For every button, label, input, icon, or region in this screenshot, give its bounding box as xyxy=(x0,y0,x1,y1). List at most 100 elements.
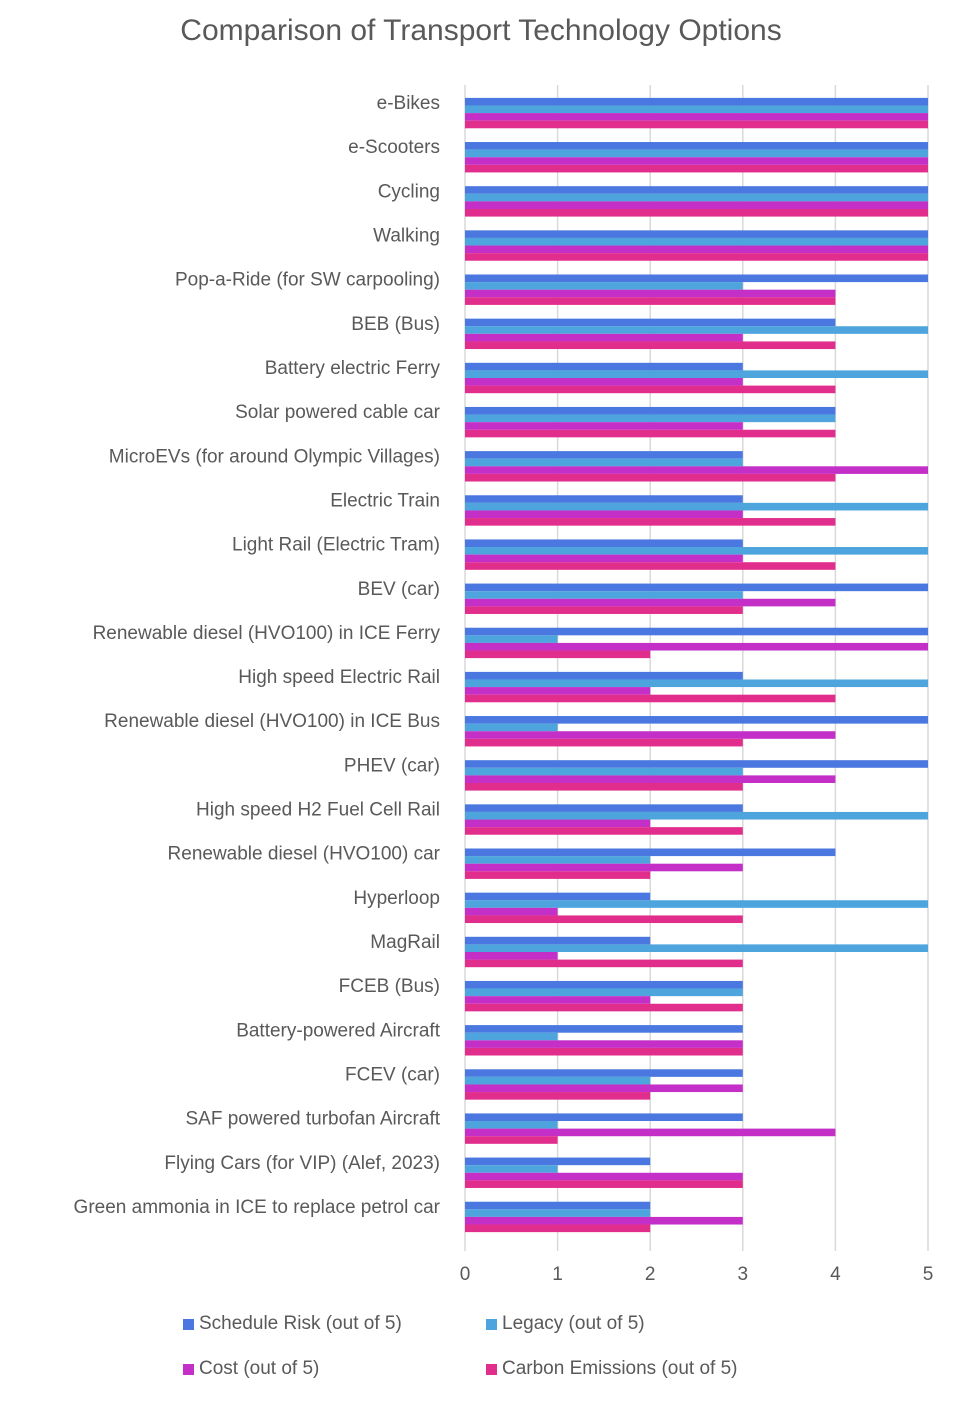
bar xyxy=(465,627,928,636)
category-label: Battery electric Ferry xyxy=(265,358,441,379)
bar xyxy=(465,1165,558,1173)
bar xyxy=(465,370,928,378)
bar xyxy=(465,944,928,952)
category-label: BEV (car) xyxy=(358,579,440,600)
bar xyxy=(465,1136,558,1144)
category-label: BEB (Bus) xyxy=(351,314,440,335)
bar xyxy=(465,341,836,350)
bar xyxy=(465,871,651,879)
bar xyxy=(465,333,743,342)
bar xyxy=(465,900,928,908)
bar xyxy=(465,952,558,960)
bar xyxy=(465,562,836,570)
category-label: Battery-powered Aircraft xyxy=(236,1020,441,1041)
x-tick-label: 2 xyxy=(645,1264,656,1285)
bar xyxy=(465,201,928,209)
bar xyxy=(465,518,836,526)
bar xyxy=(465,208,928,217)
bar xyxy=(465,738,743,747)
legend-label: Carbon Emissions (out of 5) xyxy=(502,1358,738,1379)
bar xyxy=(465,502,928,511)
bar xyxy=(465,554,743,563)
bar xyxy=(465,318,836,327)
bar xyxy=(465,547,928,555)
bar xyxy=(465,495,743,503)
bar xyxy=(465,451,743,459)
category-label: Cycling xyxy=(378,181,440,202)
bar xyxy=(465,422,743,430)
bar xyxy=(465,723,558,732)
bar xyxy=(465,760,928,768)
category-label: Renewable diesel (HVO100) in ICE Bus xyxy=(104,711,440,732)
bar xyxy=(465,731,836,739)
bar xyxy=(465,591,743,599)
category-label: Light Rail (Electric Tram) xyxy=(232,535,440,556)
bar xyxy=(465,936,651,945)
bar xyxy=(465,1084,743,1093)
category-label: PHEV (car) xyxy=(344,755,440,776)
bar xyxy=(465,113,928,121)
bar xyxy=(465,988,743,997)
x-tick-label: 5 xyxy=(923,1264,934,1285)
category-label: Pop-a-Ride (for SW carpooling) xyxy=(175,270,440,291)
category-label: Green ammonia in ICE to replace petrol c… xyxy=(74,1197,441,1218)
category-label: Walking xyxy=(373,226,440,247)
bar xyxy=(465,385,836,394)
bar xyxy=(465,253,928,261)
legend-label: Cost (out of 5) xyxy=(199,1358,320,1379)
legend-label: Legacy (out of 5) xyxy=(502,1313,645,1334)
category-label: e-Bikes xyxy=(377,93,440,114)
bar xyxy=(465,907,558,916)
bar xyxy=(465,193,928,202)
bar xyxy=(465,245,928,254)
bar xyxy=(465,1076,651,1085)
bar xyxy=(465,1092,651,1100)
bar xyxy=(465,716,928,724)
bar xyxy=(465,996,651,1004)
bar xyxy=(465,959,743,968)
bar xyxy=(465,856,651,864)
bar xyxy=(465,120,928,129)
bars xyxy=(465,97,928,1233)
bar xyxy=(465,635,558,643)
legend-item-schedule-risk: Schedule Risk (out of 5) xyxy=(183,1313,402,1335)
bar xyxy=(465,149,928,158)
bar xyxy=(465,606,743,614)
x-tick-label: 4 xyxy=(830,1264,841,1285)
category-label: High speed H2 Fuel Cell Rail xyxy=(196,800,440,821)
bar xyxy=(465,1113,743,1122)
legend-swatch-schedule-risk xyxy=(183,1318,194,1330)
bar xyxy=(465,466,928,474)
category-label: Solar powered cable car xyxy=(235,402,441,423)
bar xyxy=(465,230,928,238)
bar xyxy=(465,650,651,659)
bar xyxy=(465,892,651,901)
bar xyxy=(465,414,836,423)
bar xyxy=(465,694,836,703)
bar xyxy=(465,429,836,438)
bar xyxy=(465,1003,743,1012)
bar xyxy=(465,915,743,924)
bar xyxy=(465,598,836,607)
bar xyxy=(465,671,743,680)
bar xyxy=(465,289,836,298)
bar xyxy=(465,362,743,371)
bar xyxy=(465,1201,651,1210)
bar xyxy=(465,282,743,290)
category-label: Flying Cars (for VIP) (Alef, 2023) xyxy=(164,1153,440,1174)
category-label: MagRail xyxy=(370,932,440,953)
bar xyxy=(465,186,928,194)
category-label: MicroEVs (for around Olympic Villages) xyxy=(109,446,440,467)
bar xyxy=(465,164,928,173)
legend-swatch-carbon-emissions xyxy=(486,1363,497,1375)
legend-label: Schedule Risk (out of 5) xyxy=(199,1313,402,1334)
bar xyxy=(465,1172,743,1181)
bar xyxy=(465,642,928,651)
bar xyxy=(465,378,743,386)
bar xyxy=(465,848,836,857)
bar xyxy=(465,142,928,150)
category-label: e-Scooters xyxy=(348,137,440,158)
bar xyxy=(465,1040,743,1048)
bar xyxy=(465,105,928,114)
